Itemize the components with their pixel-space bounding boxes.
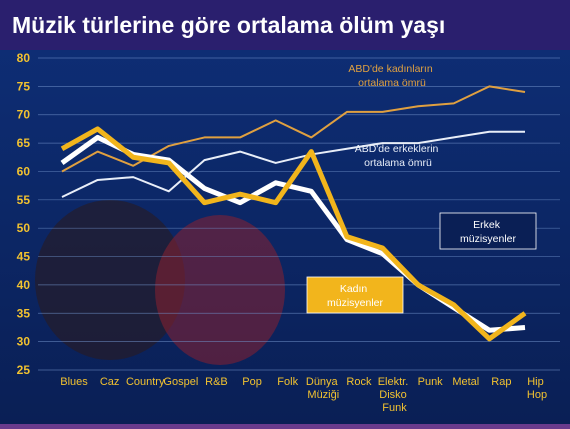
x-tick-label: Rock (346, 376, 372, 388)
series-label: ABD'de erkeklerin ortalama ömrü (355, 143, 442, 169)
title-band (0, 0, 570, 50)
x-tick-label: Caz (100, 376, 120, 388)
series-line (61, 130, 525, 198)
x-tick-label: Blues (60, 376, 88, 388)
y-tick-label: 30 (17, 335, 31, 349)
y-tick-label: 75 (17, 79, 31, 93)
x-tick-label: Punk (418, 376, 444, 388)
label-box (306, 276, 404, 314)
y-tick-label: 35 (17, 306, 31, 320)
y-tick-label: 80 (17, 51, 31, 65)
x-tick-label: Metal (452, 376, 479, 388)
y-tick-label: 60 (17, 164, 31, 178)
photo-placeholder (35, 200, 185, 360)
x-tick-label: Gospel (163, 376, 198, 388)
y-tick-label: 65 (17, 136, 31, 150)
label-box (439, 212, 537, 250)
x-tick-label: Country (126, 376, 165, 388)
x-tick-label: Pop (242, 376, 262, 388)
photo-placeholder (155, 215, 285, 365)
x-tick-label: Rap (491, 376, 511, 388)
y-tick-label: 50 (17, 221, 31, 235)
y-tick-label: 45 (17, 250, 31, 264)
x-tick-label: Elektr. Disko Funk (378, 376, 412, 414)
series-label: Erkek müzisyenler (460, 219, 517, 245)
x-tick-label: Dünya Müziği (306, 376, 341, 401)
y-tick-label: 55 (17, 193, 31, 207)
y-tick-label: 25 (17, 363, 31, 377)
series-line (61, 85, 526, 173)
x-tick-label: Hip Hop (527, 376, 547, 401)
y-tick-label: 40 (17, 278, 31, 292)
series-label: ABD'de kadınların ortalama ömrü (348, 63, 435, 89)
chart-title: Müzik türlerine göre ortalama ölüm yaşı (12, 12, 445, 38)
x-tick-label: R&B (205, 376, 228, 388)
y-tick-label: 70 (17, 108, 31, 122)
x-tick-label: Folk (277, 376, 298, 388)
series-label: Kadın müzisyenler (327, 283, 384, 309)
series-line (60, 126, 527, 342)
